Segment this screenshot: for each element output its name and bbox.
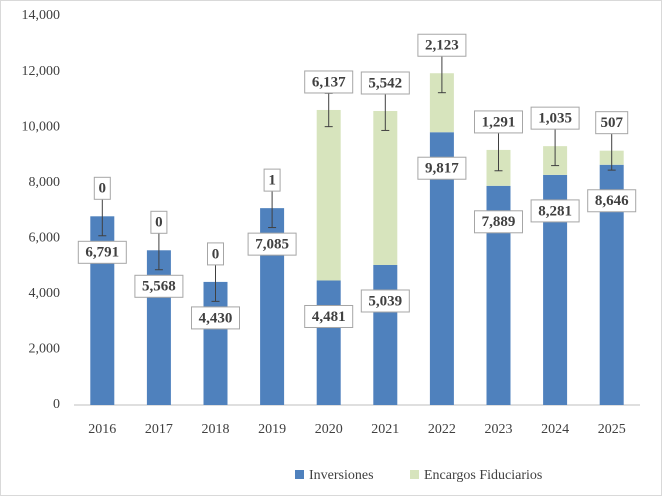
data-label-box [304,70,354,94]
legend-swatch [295,470,304,479]
data-label: 8,646 [595,193,629,209]
data-label: 2,123 [425,38,459,54]
data-label: 8,281 [538,203,572,219]
y-tick-label: 14,000 [22,8,61,23]
x-tick-label: 2018 [202,422,230,437]
x-tick-label: 2020 [315,422,343,437]
data-label-box [77,240,127,264]
x-tick-label: 2023 [485,422,513,437]
y-tick-label: 2,000 [29,342,61,357]
data-label: 1,291 [482,114,516,130]
y-tick-label: 6,000 [29,231,61,246]
data-label: 0 [99,181,107,197]
data-label-box [417,33,467,57]
data-label: 0 [212,246,220,262]
data-label-box [474,110,523,134]
data-label-box [93,176,111,200]
data-label-box [474,210,523,234]
y-tick-label: 4,000 [29,286,61,301]
x-tick-label: 2016 [88,422,116,437]
legend-label: Inversiones [309,468,374,483]
x-tick-label: 2024 [541,422,569,437]
data-label-box [417,156,467,180]
data-label: 5,542 [368,75,402,91]
data-label-box [360,71,410,95]
data-label: 7,889 [482,214,516,230]
data-label-box [595,111,629,135]
x-tick-label: 2021 [371,422,399,437]
data-label-box [247,232,297,256]
x-tick-label: 2019 [258,422,286,437]
data-label: 4,481 [312,309,346,325]
legend-swatch [410,470,419,479]
legend-label: Encargos Fiduciarios [424,468,542,483]
data-label-box [263,168,281,192]
data-label-box [191,306,240,330]
data-label: 9,817 [425,161,459,177]
data-label-box [530,199,580,223]
data-label: 7,085 [255,237,289,253]
data-label: 5,568 [142,279,176,295]
data-label: 4,430 [199,310,233,326]
data-label-box [530,106,580,130]
y-tick-label: 12,000 [22,64,61,79]
y-tick-label: 10,000 [22,119,61,134]
data-label: 5,039 [368,293,402,309]
bar-segment [146,250,171,405]
data-label-box [150,210,168,234]
data-label: 0 [155,215,163,231]
x-tick-label: 2025 [598,422,626,437]
data-label-box [134,274,184,298]
bar-segment [373,110,398,265]
data-label-box [304,304,354,328]
bar-segment [316,280,341,405]
data-label: 6,137 [312,74,346,90]
data-label: 507 [600,115,623,131]
data-label-box [587,189,637,213]
bar-segment [203,281,228,405]
data-label: 1 [268,173,276,189]
x-tick-label: 2017 [145,422,173,437]
data-label: 6,791 [85,245,119,261]
y-tick-label: 0 [53,397,60,412]
y-tick-label: 8,000 [29,175,61,190]
data-label-box [207,242,224,266]
data-label: 1,035 [538,111,572,127]
bar-segment [316,109,341,281]
bar-segment [373,264,398,405]
data-label-box [360,289,410,313]
x-tick-label: 2022 [428,422,456,437]
